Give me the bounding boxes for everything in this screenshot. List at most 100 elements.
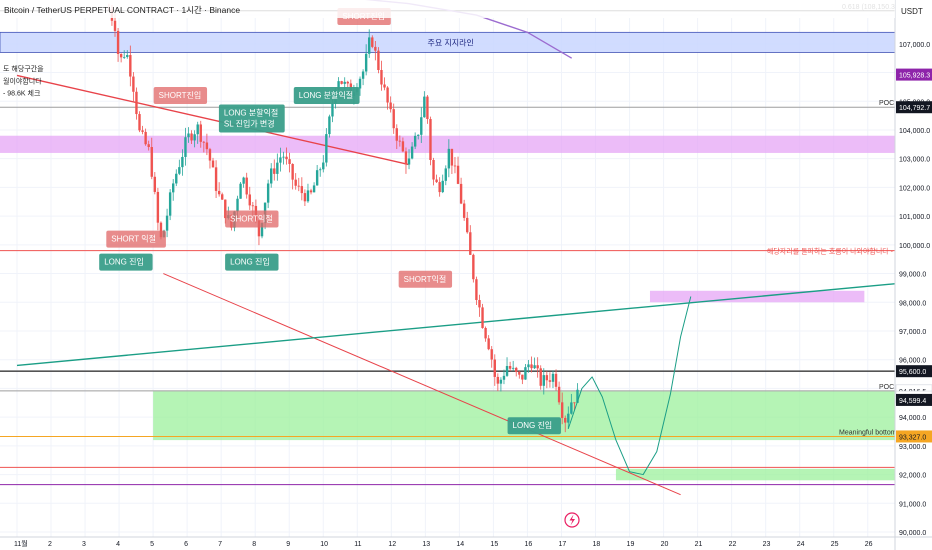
candle-body bbox=[141, 130, 144, 132]
candle-body bbox=[270, 168, 273, 184]
candle-body bbox=[493, 359, 496, 377]
x-tick-label: 3 bbox=[82, 541, 86, 548]
annotation-text: SL 진입가 변경 bbox=[224, 118, 275, 128]
candle-body bbox=[126, 55, 129, 57]
candle-body bbox=[487, 338, 490, 350]
candle-body bbox=[159, 222, 163, 238]
x-tick-label: 22 bbox=[729, 541, 737, 548]
trendline bbox=[16, 74, 409, 166]
candle-body bbox=[524, 367, 527, 380]
x-tick-label: 5 bbox=[150, 541, 154, 548]
candle-body bbox=[429, 119, 432, 160]
candle-body bbox=[420, 117, 423, 135]
level-label: POC bbox=[879, 384, 894, 391]
candle-body bbox=[551, 373, 555, 382]
candle-body bbox=[554, 373, 558, 387]
annotation-text: LONG 진입 bbox=[230, 257, 270, 267]
x-tick-label: 16 bbox=[524, 541, 532, 548]
candle-body bbox=[346, 81, 349, 84]
annotation-text: SHORT익절 bbox=[230, 213, 273, 223]
candle-body bbox=[576, 389, 579, 403]
candle-body bbox=[380, 70, 383, 85]
candle-body bbox=[309, 190, 313, 193]
candle-body bbox=[119, 54, 123, 58]
annotation-long[interactable]: LONG 진입 bbox=[507, 417, 561, 435]
candle-body bbox=[438, 182, 441, 193]
candle-body bbox=[214, 167, 218, 191]
annotation-box bbox=[218, 104, 285, 133]
side-note: 해당자리를 돌파하는 흐름이 나와야합니다 - bbox=[767, 247, 894, 256]
price-badge bbox=[896, 393, 932, 406]
candle-body bbox=[242, 177, 245, 184]
candle-body bbox=[508, 366, 512, 369]
candle-body bbox=[358, 78, 362, 89]
candle-body bbox=[361, 71, 365, 79]
x-tick-label: 25 bbox=[831, 541, 839, 548]
annotation-short[interactable]: SHORT익절 bbox=[398, 270, 453, 288]
x-tick-label: 11 bbox=[354, 541, 361, 548]
x-tick-label: 4 bbox=[116, 541, 120, 548]
candle-body bbox=[181, 156, 184, 168]
candle-body bbox=[325, 134, 328, 163]
candle-body bbox=[499, 379, 503, 384]
trendlines bbox=[16, 74, 913, 496]
candle-body bbox=[368, 37, 371, 54]
annotation-short[interactable]: SHORT 익절 bbox=[106, 230, 166, 248]
annotation-long[interactable]: LONG 진입 bbox=[99, 253, 153, 271]
annotation-short[interactable]: SHORT진입 bbox=[153, 87, 208, 105]
candle-body bbox=[533, 365, 536, 369]
lightning-icon[interactable] bbox=[564, 512, 580, 528]
side-note: 도 해당구간을 bbox=[3, 64, 44, 73]
annotation-text: SHORT진입 bbox=[159, 90, 202, 100]
candle-body bbox=[481, 307, 484, 328]
price-badge bbox=[896, 365, 932, 378]
x-tick-label: 2 bbox=[48, 541, 52, 548]
annotation-text: SHORT익절 bbox=[404, 274, 447, 284]
y-tick-label: 92,000.0 bbox=[899, 473, 926, 480]
candle-body bbox=[484, 327, 487, 339]
x-tick-label: 24 bbox=[797, 541, 805, 548]
candle-body bbox=[404, 151, 408, 165]
candle-body bbox=[472, 254, 475, 280]
candle-body bbox=[398, 140, 402, 142]
candle-body bbox=[260, 223, 264, 237]
price-badge-text: 104,792.7 bbox=[899, 105, 930, 112]
annotation-box bbox=[398, 270, 453, 288]
candle-body bbox=[441, 180, 444, 193]
candle-body bbox=[211, 160, 215, 168]
candle-body bbox=[239, 183, 242, 199]
candle-body bbox=[221, 194, 224, 200]
candle-body bbox=[312, 185, 316, 193]
annotation-long[interactable]: LONG 분할익절 bbox=[293, 87, 360, 105]
candle-body bbox=[165, 215, 169, 231]
y-tick-label: 99,000.0 bbox=[899, 272, 926, 279]
candle-body bbox=[184, 137, 187, 157]
x-tick-label: 17 bbox=[558, 541, 566, 548]
candle-body bbox=[135, 91, 138, 115]
candles bbox=[107, 3, 579, 433]
trendline bbox=[16, 281, 913, 367]
annotation-text: LONG 진입 bbox=[513, 420, 553, 430]
candle-body bbox=[570, 402, 573, 414]
candle-body bbox=[410, 146, 414, 159]
price-badge bbox=[896, 68, 932, 81]
candle-body bbox=[447, 148, 451, 169]
candle-body bbox=[453, 165, 457, 167]
price-badge-text: 105,928.3 bbox=[899, 73, 930, 80]
candle-body bbox=[518, 371, 521, 375]
annotation-short[interactable]: SHORT익절 bbox=[225, 210, 279, 228]
zone-label: 주요 지지라인 bbox=[428, 37, 474, 47]
y-tick-label: 100,000.0 bbox=[899, 243, 930, 250]
y-tick-label: 101,000.0 bbox=[899, 214, 930, 221]
candle-body bbox=[245, 177, 248, 195]
candle-body bbox=[144, 131, 147, 145]
y-tick-label: 104,000.0 bbox=[899, 128, 930, 135]
candle-body bbox=[303, 193, 307, 202]
level-label: Meaningful bottom bbox=[839, 429, 897, 436]
candle-body bbox=[435, 179, 438, 183]
annotation-long[interactable]: LONG 진입 bbox=[225, 253, 279, 271]
candle-body bbox=[147, 144, 150, 148]
